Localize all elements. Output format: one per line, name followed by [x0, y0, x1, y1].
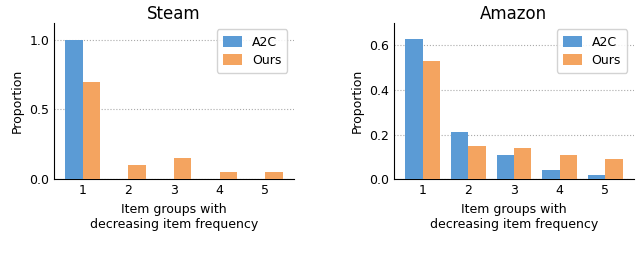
- Bar: [588, 175, 605, 179]
- Bar: [468, 146, 486, 179]
- Y-axis label: Proportion: Proportion: [351, 69, 364, 133]
- Bar: [559, 155, 577, 179]
- Title: Steam: Steam: [147, 5, 201, 23]
- Bar: [542, 170, 559, 179]
- Bar: [605, 159, 623, 179]
- Bar: [65, 40, 83, 179]
- Legend: A2C, Ours: A2C, Ours: [217, 29, 287, 73]
- Legend: A2C, Ours: A2C, Ours: [557, 29, 627, 73]
- Bar: [497, 155, 514, 179]
- Bar: [514, 148, 531, 179]
- Bar: [220, 172, 237, 179]
- X-axis label: Item groups with
decreasing item frequency: Item groups with decreasing item frequen…: [430, 202, 598, 231]
- Bar: [422, 61, 440, 179]
- Bar: [266, 172, 283, 179]
- Bar: [83, 82, 100, 179]
- X-axis label: Item groups with
decreasing item frequency: Item groups with decreasing item frequen…: [90, 202, 258, 231]
- Title: Amazon: Amazon: [481, 5, 547, 23]
- Bar: [405, 39, 422, 179]
- Bar: [174, 158, 191, 179]
- Bar: [451, 132, 468, 179]
- Bar: [129, 165, 146, 179]
- Y-axis label: Proportion: Proportion: [11, 69, 24, 133]
